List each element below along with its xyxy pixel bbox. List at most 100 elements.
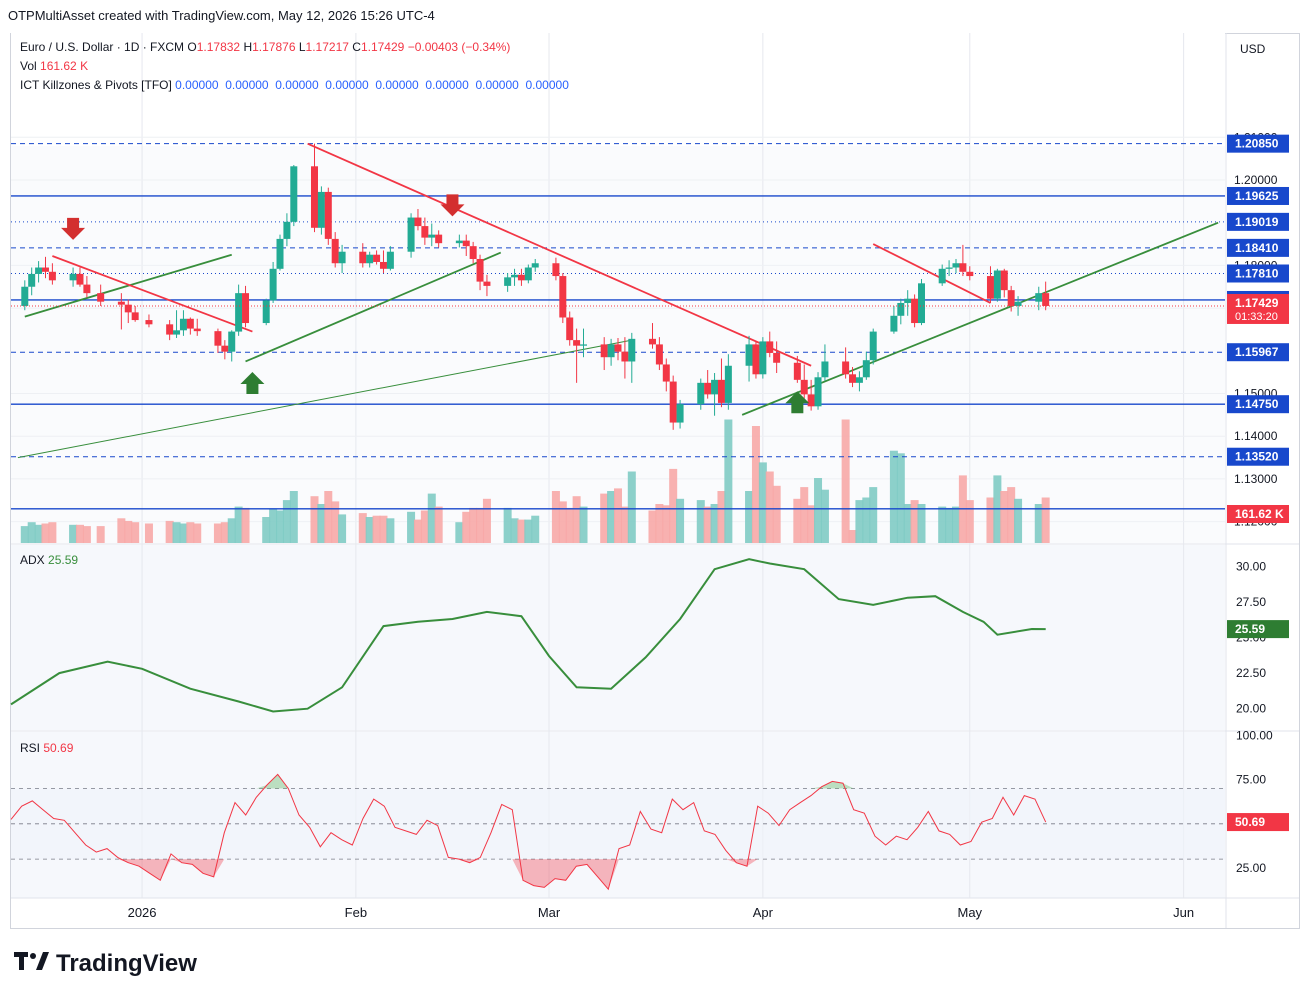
trendline[interactable] (17, 339, 632, 459)
adx-pane[interactable] (11, 545, 1225, 730)
candle-body[interactable] (317, 191, 325, 228)
candle-body[interactable] (655, 344, 663, 365)
candle-body[interactable] (724, 365, 732, 403)
candle-body[interactable] (145, 320, 153, 325)
candle-body[interactable] (83, 284, 91, 294)
candle-body[interactable] (986, 276, 994, 299)
candle-body[interactable] (648, 338, 656, 345)
candle-body[interactable] (35, 267, 43, 274)
candle-body[interactable] (524, 267, 532, 281)
candle-body[interactable] (311, 166, 318, 228)
candle-body[interactable] (559, 276, 567, 318)
candle-body[interactable] (807, 394, 815, 407)
candle-body[interactable] (697, 382, 705, 405)
candle-body[interactable] (421, 226, 429, 238)
candle-body[interactable] (407, 217, 415, 252)
candle-body[interactable] (193, 328, 201, 332)
candle-body[interactable] (455, 240, 463, 244)
candle-body[interactable] (918, 283, 925, 324)
candle-body[interactable] (414, 217, 422, 227)
candle-body[interactable] (338, 251, 346, 264)
candle-body[interactable] (290, 166, 298, 222)
tradingview-logo[interactable]: TradingView (14, 950, 197, 978)
candle-body[interactable] (21, 286, 29, 306)
candle-body[interactable] (566, 317, 574, 341)
rsi-line[interactable] (10, 773, 1047, 891)
trendline[interactable] (872, 243, 991, 304)
candle-body[interactable] (1035, 293, 1043, 302)
candle-body[interactable] (580, 344, 588, 346)
candle-body[interactable] (379, 261, 387, 269)
candle-body[interactable] (966, 271, 974, 277)
trendline[interactable] (307, 142, 812, 367)
rsi-label[interactable]: RSI (20, 741, 41, 755)
volume-label[interactable]: Vol (20, 59, 37, 73)
candle-body[interactable] (745, 344, 753, 366)
candle-body[interactable] (511, 274, 519, 278)
candle-body[interactable] (607, 344, 615, 358)
candle-body[interactable] (359, 251, 367, 264)
candle-body[interactable] (890, 315, 898, 332)
candle-body[interactable] (324, 191, 332, 239)
adx-line[interactable] (10, 558, 1046, 713)
candle-body[interactable] (621, 351, 629, 362)
trendline[interactable] (245, 251, 502, 363)
trendline[interactable] (52, 255, 253, 333)
candle-body[interactable] (800, 379, 808, 395)
candle-body[interactable] (173, 330, 181, 335)
candle-body[interactable] (28, 273, 36, 287)
candle-body[interactable] (331, 238, 339, 264)
candle-body[interactable] (242, 293, 250, 324)
candle-body[interactable] (1014, 301, 1022, 306)
candle-body[interactable] (166, 324, 174, 335)
candle-body[interactable] (766, 341, 774, 353)
candle-body[interactable] (662, 364, 670, 382)
candle-body[interactable] (131, 312, 139, 321)
candle-body[interactable] (476, 258, 484, 282)
currency-button[interactable]: USD (1240, 42, 1266, 56)
symbol-title[interactable]: Euro / U.S. Dollar · 1D · FXCM (20, 40, 185, 54)
candle-body[interactable] (69, 273, 77, 281)
candle-body[interactable] (276, 238, 284, 269)
candle-body[interactable] (179, 318, 187, 331)
candle-body[interactable] (855, 377, 863, 383)
candle-body[interactable] (1000, 270, 1008, 291)
candle-body[interactable] (41, 267, 49, 272)
candle-body[interactable] (793, 362, 801, 380)
candle-body[interactable] (862, 360, 870, 378)
candle-body[interactable] (869, 331, 877, 361)
candle-body[interactable] (904, 298, 912, 303)
candle-body[interactable] (221, 345, 229, 352)
candle-body[interactable] (373, 254, 381, 262)
candle-body[interactable] (269, 268, 277, 301)
candle-body[interactable] (366, 254, 374, 264)
ict-label[interactable]: ICT Killzones & Pivots [TFO] (20, 78, 172, 92)
candle-body[interactable] (993, 270, 1001, 299)
candle-body[interactable] (1007, 290, 1015, 306)
candle-body[interactable] (704, 382, 712, 395)
candle-body[interactable] (462, 240, 470, 247)
price-pane[interactable] (11, 33, 1225, 543)
candle-body[interactable] (752, 344, 760, 375)
candle-body[interactable] (897, 302, 905, 316)
candle-body[interactable] (386, 251, 394, 269)
candle-body[interactable] (531, 263, 539, 268)
candle-body[interactable] (97, 293, 105, 302)
candle-body[interactable] (435, 234, 443, 244)
candle-body[interactable] (959, 263, 967, 272)
candle-body[interactable] (938, 268, 946, 284)
candle-body[interactable] (186, 318, 194, 329)
candle-body[interactable] (504, 277, 512, 286)
candle-body[interactable] (628, 338, 636, 362)
candle-body[interactable] (849, 374, 857, 383)
candle-body[interactable] (428, 234, 436, 238)
candle-body[interactable] (283, 221, 291, 239)
candle-body[interactable] (235, 293, 243, 332)
candle-body[interactable] (842, 361, 850, 375)
candle-body[interactable] (614, 344, 622, 352)
candle-body[interactable] (483, 281, 491, 286)
candle-body[interactable] (759, 341, 767, 375)
candle-body[interactable] (573, 340, 581, 346)
adx-label[interactable]: ADX (20, 553, 45, 567)
